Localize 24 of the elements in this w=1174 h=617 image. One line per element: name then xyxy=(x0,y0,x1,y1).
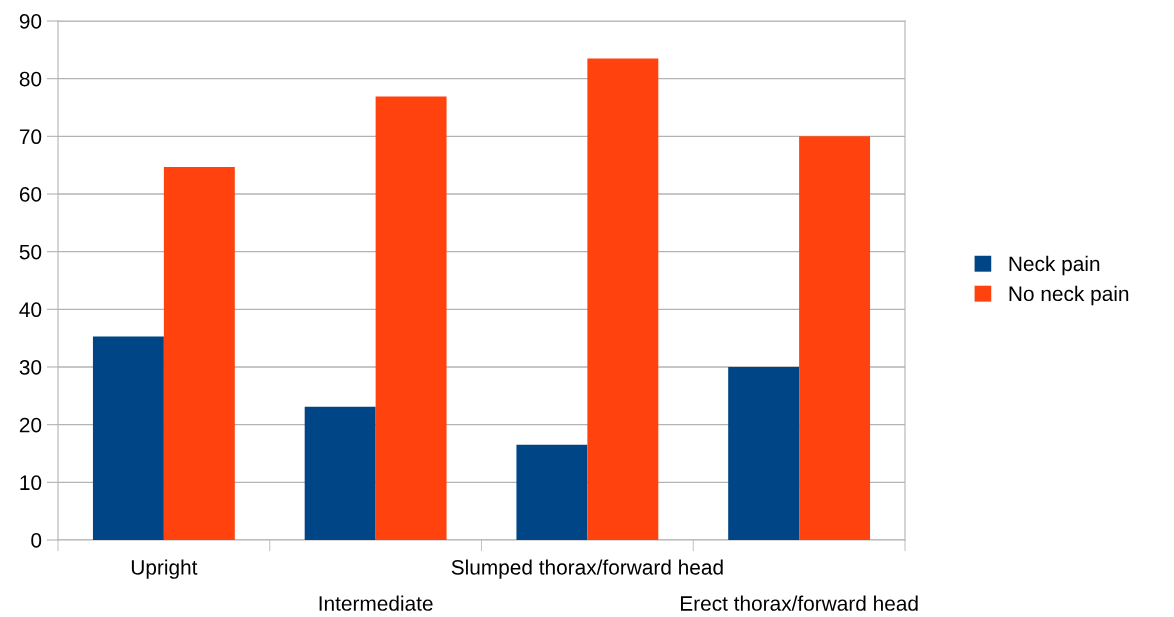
y-tick-label: 10 xyxy=(20,475,42,491)
x-tick-label: Upright xyxy=(131,559,198,579)
y-tick-label: 50 xyxy=(19,244,42,260)
bar xyxy=(516,444,588,540)
bar xyxy=(587,58,659,540)
y-tick-label: 30 xyxy=(19,360,42,375)
y-tick-label: 20 xyxy=(19,417,42,433)
bar xyxy=(304,406,376,540)
bar xyxy=(728,367,800,540)
bar xyxy=(799,136,871,540)
legend-label: Neck pain xyxy=(1009,255,1100,276)
x-tick-label: Intermediate xyxy=(319,595,433,611)
x-tick-label: Erect thorax/forward head xyxy=(680,595,918,611)
y-tick-label: 0 xyxy=(31,533,42,548)
bar xyxy=(92,336,164,540)
y-tick-label: 40 xyxy=(19,302,42,318)
y-tick-label: 60 xyxy=(19,187,42,202)
bar xyxy=(163,166,235,540)
y-tick-label: 70 xyxy=(19,129,42,145)
legend-label: No neck pain xyxy=(1009,285,1129,306)
x-tick-label: Slumped thorax/forward head xyxy=(451,559,723,579)
y-tick-label: 80 xyxy=(19,71,42,87)
y-tick-label: 90 xyxy=(19,14,42,29)
bar xyxy=(375,96,447,540)
